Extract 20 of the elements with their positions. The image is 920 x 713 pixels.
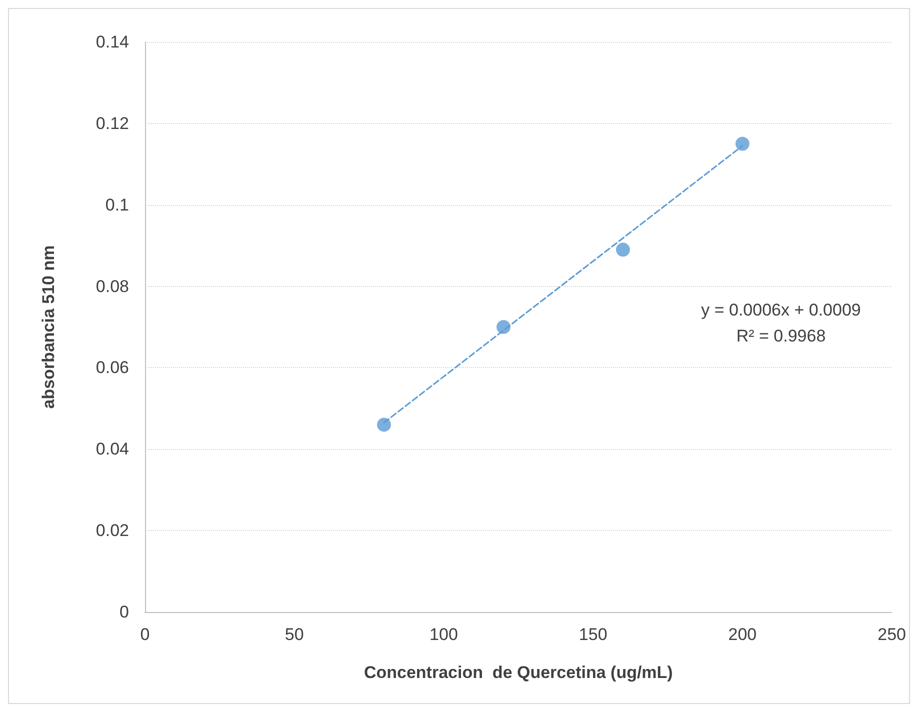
y-tick-label: 0.02: [96, 521, 129, 540]
y-tick-label: 0.14: [96, 32, 129, 52]
annotation: y = 0.0006x + 0.0009 R² = 0.9968: [701, 300, 861, 346]
x-tick-label: 200: [728, 625, 757, 644]
x-tick-label: 100: [430, 625, 458, 644]
y-tick-label: 0: [120, 602, 129, 622]
y-tick-label: 0.06: [96, 358, 129, 378]
x-tick-label: 50: [284, 625, 304, 644]
x-tick-label: 0: [140, 625, 150, 644]
point: [616, 242, 630, 257]
y-tick-label: 0.12: [96, 114, 129, 133]
y-tick-label: 0.04: [96, 440, 129, 459]
x-tick-label: 250: [878, 625, 906, 644]
y-axis-title: absorbancia 510 nm: [39, 245, 58, 409]
x-tick-label: 150: [578, 625, 608, 644]
point: [735, 136, 750, 151]
x-axis-title: Concentracion de Quercetina (ug/mL): [364, 663, 673, 682]
y-tick-label: 0.1: [105, 195, 129, 214]
point: [376, 418, 391, 432]
y-tick-label: 0.08: [96, 276, 129, 296]
